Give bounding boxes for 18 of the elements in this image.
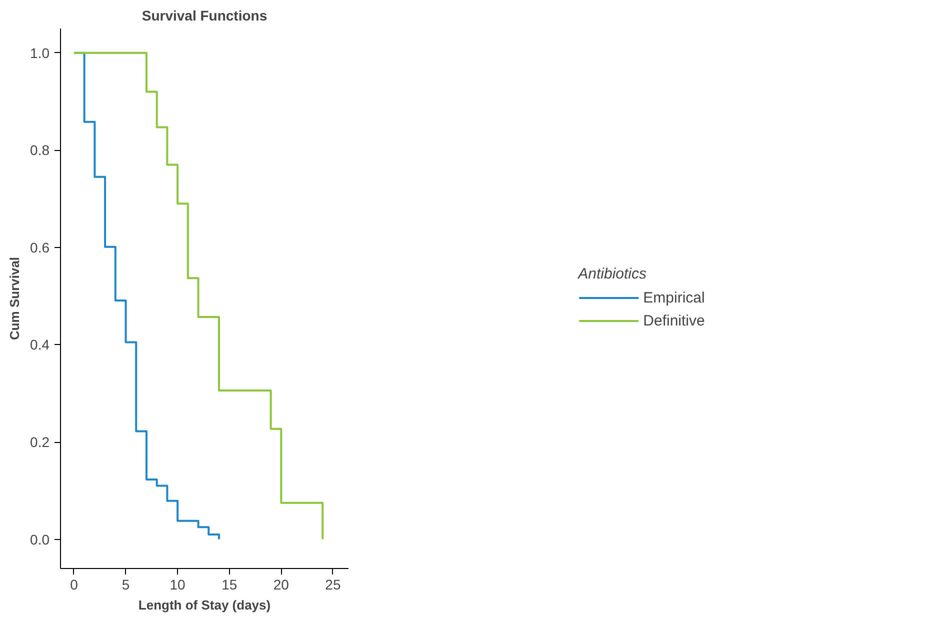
x-tick-label: 25	[325, 576, 341, 592]
legend-label: Definitive	[643, 312, 705, 329]
legend-title: Antibiotics	[578, 266, 648, 282]
y-tick-label: 0.2	[30, 434, 50, 450]
y-tick-label: 0.6	[30, 239, 50, 256]
y-tick-label: 0.4	[30, 336, 50, 353]
x-tick-label: 0	[70, 576, 78, 592]
legend-label: Empirical	[643, 289, 705, 306]
y-tick-label: 0.0	[30, 531, 50, 548]
y-tick-label: 1.0	[30, 44, 50, 61]
y-axis-title: Cum Survival	[7, 256, 22, 340]
x-tick-label: 5	[122, 576, 130, 592]
chart-title: Survival Functions	[142, 8, 268, 24]
x-tick-label: 15	[222, 576, 238, 592]
x-tick-label: 20	[273, 576, 290, 592]
x-axis-title: Length of Stay (days)	[138, 598, 271, 612]
x-tick-label: 10	[170, 576, 186, 592]
y-tick-label: 0.8	[30, 142, 50, 158]
